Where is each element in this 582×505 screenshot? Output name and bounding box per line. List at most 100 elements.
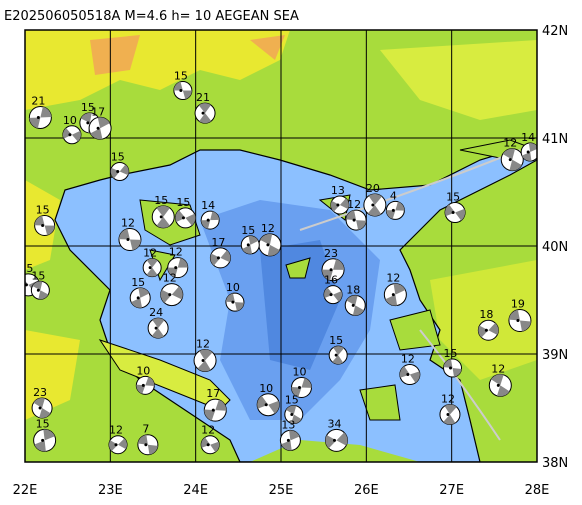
beachball-axis — [264, 403, 268, 407]
beachball-axis — [371, 203, 375, 207]
beachball-quadrant — [242, 244, 253, 254]
beachball-quadrant — [225, 293, 235, 303]
focal-mechanism — [383, 283, 407, 307]
focal-mechanism — [160, 283, 184, 307]
depth-label: 12 — [347, 198, 361, 211]
depth-label: 15 — [174, 69, 188, 82]
y-tick-label: 42N — [542, 24, 568, 39]
beachball-quadrant — [455, 208, 466, 221]
beachball-axis — [216, 256, 220, 260]
beachball-axis — [38, 406, 42, 410]
depth-label: 10 — [136, 364, 150, 377]
depth-label: 21 — [31, 94, 45, 107]
beachball-quadrant — [145, 376, 155, 387]
depth-label: 18 — [479, 308, 493, 321]
depth-label: 12 — [143, 247, 157, 260]
beachball-axis — [168, 293, 172, 297]
beachball-quadrant — [34, 440, 46, 452]
beachball-axis — [446, 412, 450, 416]
focal-mechanism — [500, 148, 524, 172]
beachball-quadrant — [131, 297, 142, 308]
beachball-axis — [290, 412, 294, 416]
focal-mechanism — [444, 202, 466, 224]
focal-mechanism — [443, 358, 463, 378]
beachball-axis — [352, 218, 356, 222]
focal-mechanism — [344, 294, 366, 316]
beachball-quadrant — [443, 359, 453, 369]
beachball-quadrant — [497, 385, 510, 397]
beachball-quadrant — [291, 414, 302, 424]
focal-mechanism — [137, 434, 159, 456]
beachball-axis — [336, 203, 340, 207]
beachball-quadrant — [204, 409, 216, 421]
beachball-quadrant — [80, 112, 92, 123]
focal-mechanism — [323, 285, 343, 305]
focal-mechanism — [240, 235, 260, 255]
beachball-quadrant — [281, 440, 292, 451]
beachball-quadrant — [491, 374, 504, 386]
beachball-axis — [154, 326, 158, 330]
beachball-quadrant — [368, 193, 382, 205]
beachball-quadrant — [336, 432, 348, 446]
beachball-quadrant — [175, 210, 186, 223]
beachball-quadrant — [210, 441, 220, 453]
beachball-quadrant — [156, 216, 170, 228]
depth-label: 12 — [169, 246, 183, 259]
beachball-quadrant — [44, 225, 55, 236]
beachball-axis — [451, 211, 455, 215]
x-tick-label: 27E — [439, 483, 464, 498]
focal-mechanism — [62, 125, 82, 145]
beachball-quadrant — [201, 220, 211, 229]
focal-mechanism — [129, 287, 151, 309]
beachball-axis — [286, 438, 290, 442]
beachball-axis — [484, 328, 488, 332]
depth-label: 12 — [163, 272, 177, 285]
beachball-quadrant — [38, 290, 49, 300]
beachball-quadrant — [488, 322, 499, 335]
beachball-quadrant — [97, 117, 110, 129]
beachball-quadrant — [268, 400, 280, 414]
beachball-quadrant — [330, 200, 340, 212]
focal-mechanism — [167, 257, 189, 279]
beachball-quadrant — [478, 325, 489, 338]
depth-label: 15 — [31, 269, 45, 282]
beachball-quadrant — [199, 113, 212, 124]
beachball-axis — [36, 288, 40, 292]
beachball-quadrant — [346, 210, 357, 221]
focal-mechanism — [209, 247, 231, 269]
beachball-quadrant — [443, 414, 456, 425]
focal-mechanism — [385, 200, 405, 220]
depth-label: 15 — [329, 334, 343, 347]
beachball-quadrant — [32, 281, 43, 291]
depth-label: 15 — [36, 417, 50, 430]
beachball-quadrant — [332, 355, 344, 365]
beachball-axis — [516, 319, 520, 323]
focal-mechanism — [439, 403, 461, 425]
focal-mechanism — [328, 345, 348, 365]
beachball-quadrant — [90, 128, 103, 140]
beachball-axis — [329, 293, 333, 297]
beachball-axis — [41, 438, 45, 442]
focal-mechanism — [363, 193, 387, 217]
beachball-quadrant — [267, 244, 280, 256]
depth-label: 14 — [201, 199, 215, 212]
beachball-axis — [144, 443, 148, 447]
focal-mechanism — [174, 207, 196, 229]
beachball-quadrant — [452, 368, 462, 377]
beachball-axis — [181, 216, 185, 220]
focal-mechanism — [200, 435, 220, 455]
focal-mechanism — [30, 280, 50, 300]
depth-label: 23 — [33, 386, 47, 399]
beachball-quadrant — [146, 267, 158, 277]
depth-label: 15 — [154, 194, 168, 207]
focal-mechanism — [324, 428, 348, 452]
y-tick-label: 38N — [542, 456, 568, 471]
depth-label: 10 — [292, 365, 306, 378]
focal-mechanism — [33, 428, 57, 452]
beachball-quadrant — [156, 205, 170, 217]
depth-label: 15 — [444, 347, 458, 360]
depth-label: 7 — [142, 423, 149, 436]
beachball-quadrant — [167, 267, 178, 278]
focal-mechanism — [290, 376, 312, 398]
